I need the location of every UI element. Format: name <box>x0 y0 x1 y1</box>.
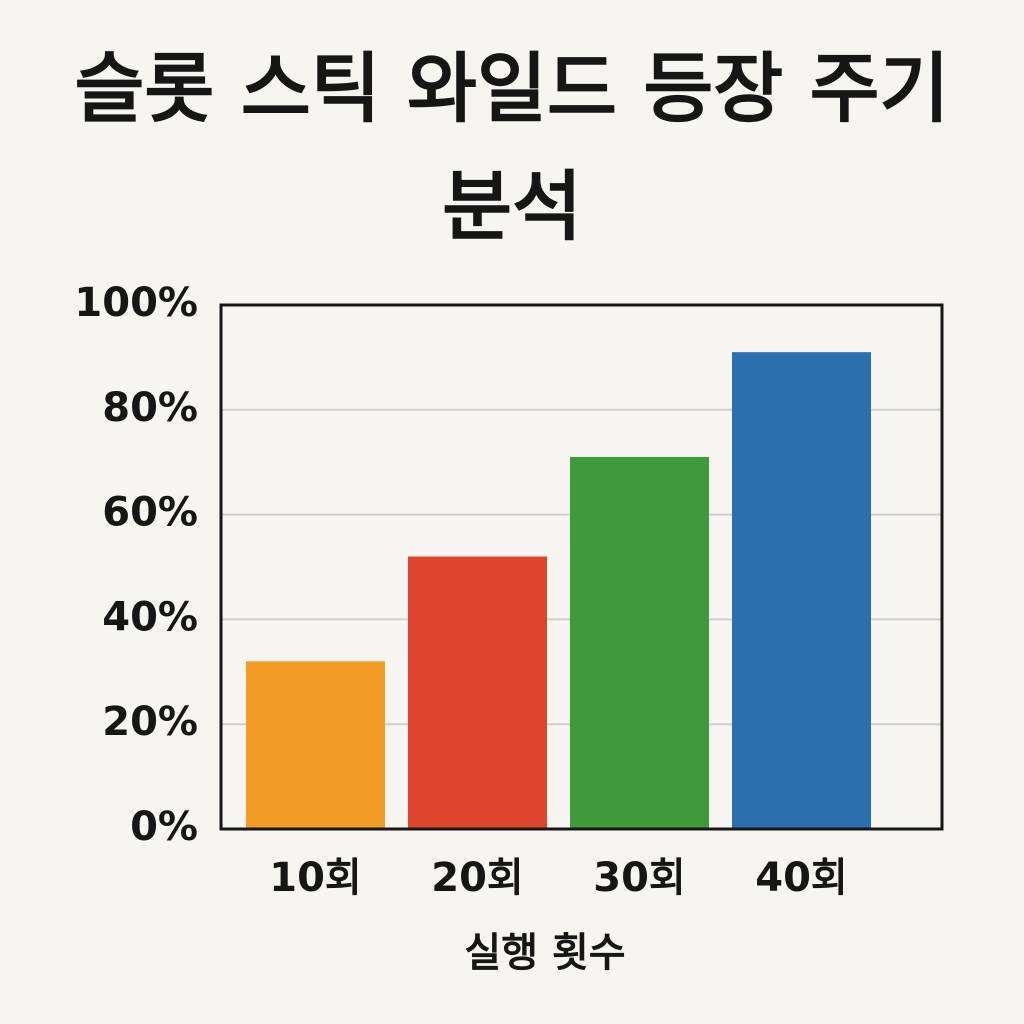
y-tick-label: 20% <box>102 699 198 745</box>
y-tick-label: 100% <box>74 280 198 326</box>
y-tick-label: 60% <box>102 490 198 536</box>
chart-title: 슬롯 스틱 와일드 등장 주기 분석 <box>74 44 950 251</box>
y-tick-label: 40% <box>102 594 198 640</box>
x-tick-label: 40회 <box>755 855 847 901</box>
bar <box>408 556 547 829</box>
x-tick-label: 10회 <box>269 855 361 901</box>
x-axis-label: 실행 횟수 <box>464 930 625 976</box>
plot-frame <box>219 303 944 831</box>
bar <box>732 352 871 829</box>
y-tick-label: 80% <box>102 385 198 431</box>
bar <box>246 661 385 829</box>
bar <box>570 456 709 829</box>
y-tick-label: 0% <box>130 804 198 850</box>
x-tick-label: 30회 <box>593 855 685 901</box>
x-tick-label: 20회 <box>431 855 523 901</box>
